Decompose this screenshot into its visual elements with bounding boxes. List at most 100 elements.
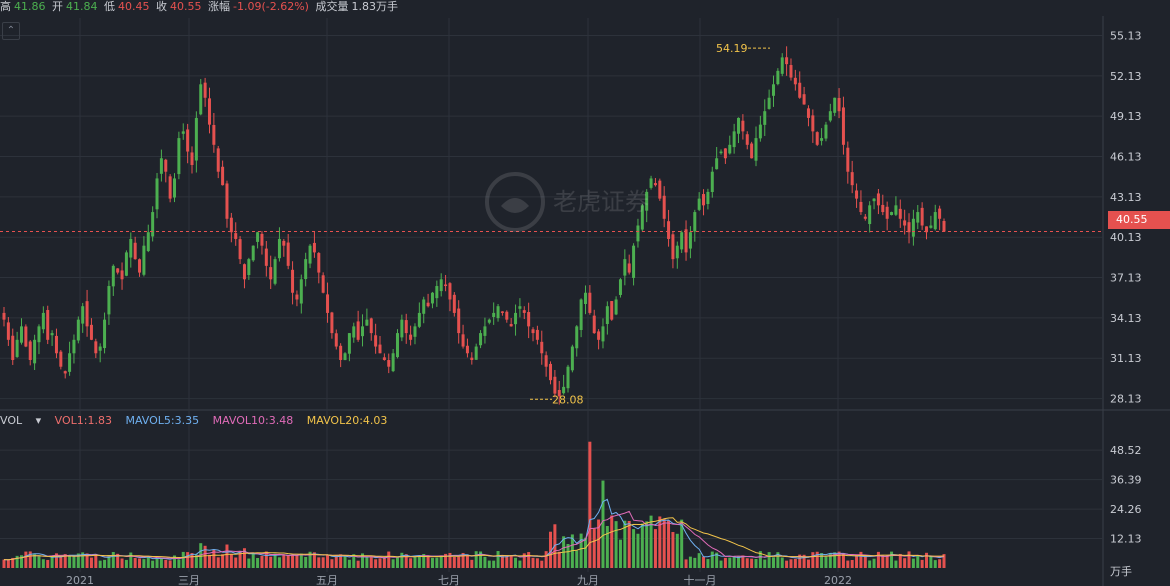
volume-bar <box>942 554 946 568</box>
candle-body <box>667 221 671 239</box>
volume-bar <box>833 552 837 568</box>
volume-bar <box>675 533 679 568</box>
candle-body <box>540 341 544 354</box>
volume-bar <box>317 557 321 568</box>
candle-body <box>706 191 710 205</box>
candle-body <box>54 335 58 354</box>
volume-bar <box>828 553 832 568</box>
volume-bar <box>776 552 780 568</box>
volume-bar <box>304 556 308 568</box>
candle-body <box>575 326 579 349</box>
volume-bar <box>129 552 133 568</box>
candle-body <box>933 212 937 230</box>
candle-body <box>190 152 194 165</box>
volume-bar <box>509 555 513 568</box>
candle-body <box>763 111 767 125</box>
volume-bar <box>321 557 325 568</box>
volume-bar <box>76 553 80 568</box>
volume-bar <box>234 557 238 568</box>
quote-header: 高 41.86 开 41.84 低 40.45 收 40.55 涨幅 -1.09(-2.6… <box>0 0 401 16</box>
candle-body <box>470 357 474 360</box>
candle-body <box>850 172 854 186</box>
volume-unit-label: 万手 <box>1110 564 1132 578</box>
candle-body <box>535 329 539 340</box>
candle-body <box>273 259 277 284</box>
volume-bar <box>291 554 295 568</box>
candle-body <box>479 333 483 346</box>
volume-bar <box>658 516 662 568</box>
candle-body <box>339 345 343 360</box>
volume-bar <box>806 559 810 568</box>
candle-body <box>181 131 185 134</box>
candle-body <box>129 238 133 258</box>
candle-body <box>264 248 268 266</box>
volume-bar <box>938 559 942 568</box>
volume-bar <box>339 554 343 568</box>
candle-body <box>426 302 430 307</box>
candle-body <box>474 346 478 360</box>
volume-bar <box>203 545 207 568</box>
volume-bar <box>177 559 181 568</box>
candle-body <box>37 326 41 343</box>
volume-bar <box>352 554 356 568</box>
candle-body <box>841 107 845 145</box>
volume-bar <box>610 515 614 568</box>
volume-bar <box>89 557 93 568</box>
candle-body <box>868 205 872 225</box>
candle-body <box>212 125 216 145</box>
volume-bar <box>575 550 579 568</box>
volume-axis-tick: 12.13 <box>1110 533 1142 546</box>
volume-bar <box>723 557 727 568</box>
candle-body <box>531 329 535 334</box>
volume-bar <box>54 553 58 568</box>
volume-bar <box>395 557 399 568</box>
candle-body <box>496 306 500 319</box>
volume-bar <box>667 520 671 568</box>
mavol5-legend: MAVOL5:3.35 <box>125 414 200 427</box>
collapse-chevron-icon[interactable]: ⌃ <box>2 22 20 40</box>
candle-body <box>6 322 10 340</box>
candle-body <box>435 286 439 299</box>
candle-body <box>133 242 137 260</box>
volume-bar <box>63 554 67 568</box>
candle-body <box>920 207 924 226</box>
candle-body <box>430 292 434 304</box>
price-axis-tick: 49.13 <box>1110 110 1142 123</box>
volume-bar <box>11 557 15 568</box>
candle-body <box>916 212 920 223</box>
volume-bar <box>863 555 867 568</box>
volume-bar <box>343 555 347 568</box>
x-axis-label: 十一月 <box>684 573 717 586</box>
candle-body <box>391 353 395 372</box>
candle-body <box>138 259 142 273</box>
volume-bar <box>780 557 784 568</box>
volume-bar <box>487 560 491 568</box>
candle-body <box>247 259 251 275</box>
volume-bar <box>688 556 692 568</box>
high-annotation: 54.19 <box>716 42 748 55</box>
volume-bar <box>868 560 872 568</box>
candle-body <box>907 222 911 233</box>
candle-body <box>492 312 496 317</box>
volume-bar <box>500 555 504 568</box>
candle-body <box>461 334 465 347</box>
candle-body <box>395 333 399 358</box>
volume-bar <box>518 560 522 568</box>
volume-bar <box>124 559 128 568</box>
vol-selector-dropdown[interactable]: VOL ▾ <box>0 414 42 427</box>
candle-body <box>221 166 225 186</box>
candle-body <box>107 286 111 315</box>
volume-bar <box>820 553 824 568</box>
candle-body <box>719 151 723 154</box>
x-axis-label: 九月 <box>577 574 599 586</box>
candle-body <box>885 206 889 219</box>
candle-body <box>260 233 264 246</box>
volume-bar <box>649 515 653 568</box>
volume-bar <box>697 553 701 568</box>
volume-bar <box>452 556 456 568</box>
candle-body <box>487 319 491 323</box>
volume-label: 成交量 <box>315 0 349 13</box>
volume-bar <box>168 560 172 568</box>
candle-body <box>579 299 583 331</box>
